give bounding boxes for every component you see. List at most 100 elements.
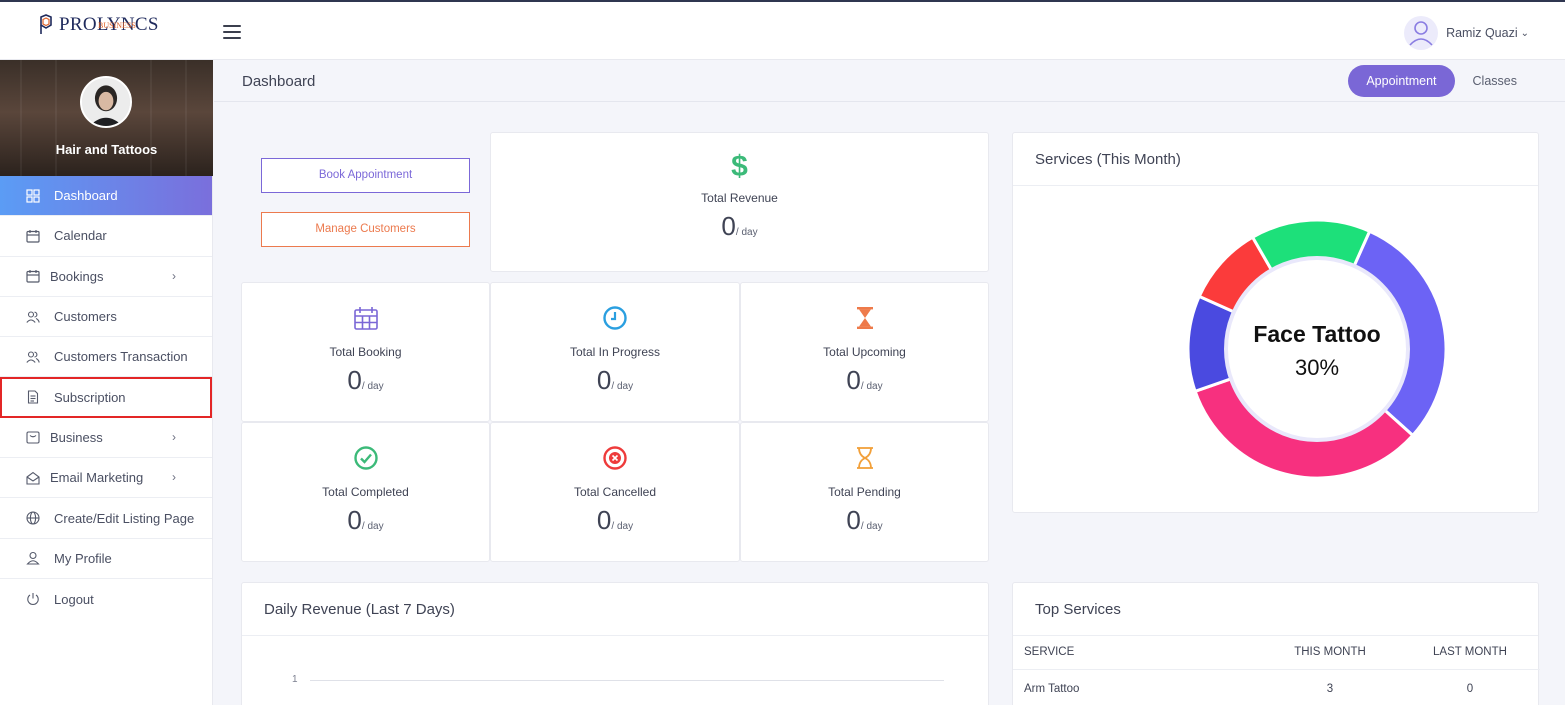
- stat-unit: / day: [361, 381, 384, 392]
- daily-revenue-card: Daily Revenue (Last 7 Days) 1: [241, 582, 989, 705]
- stat-label: Total Upcoming: [823, 345, 906, 359]
- hourglass-icon: [856, 307, 873, 329]
- stat-card-total-revenue: $ Total Revenue 0/ day: [490, 132, 989, 272]
- page-title: Dashboard: [242, 73, 316, 90]
- globe-icon: [26, 511, 40, 525]
- clock-icon: [603, 306, 627, 330]
- briefcase-icon: [26, 431, 40, 444]
- stat-value: 0: [596, 505, 612, 535]
- card-title: Top Services: [1035, 601, 1121, 618]
- prolyncs-logo-icon: [40, 14, 52, 34]
- user-menu[interactable]: Ramiz Quazi ⌄: [1404, 16, 1529, 50]
- envelope-icon: [26, 471, 40, 485]
- stat-unit: / day: [361, 521, 384, 532]
- donut-hole: [1224, 256, 1410, 442]
- card-title: Daily Revenue (Last 7 Days): [264, 601, 455, 618]
- sidebar-item-listing-page[interactable]: Create/Edit Listing Page: [0, 498, 212, 539]
- sidebar-item-label: Customers: [54, 309, 117, 325]
- manage-customers-button[interactable]: Manage Customers: [261, 212, 470, 247]
- service-name: Arm Tattoo: [1024, 683, 1080, 696]
- stat-card-total-booking: Total Booking 0/ day: [241, 282, 490, 422]
- page-header: Dashboard Appointment Classes: [214, 60, 1565, 102]
- column-header: THIS MONTH: [1260, 635, 1400, 670]
- card-title: Services (This Month): [1035, 151, 1181, 168]
- hourglass-icon: [856, 447, 873, 469]
- table-header-row: SERVICE THIS MONTH LAST MONTH: [1013, 635, 1540, 670]
- document-icon: [27, 390, 39, 404]
- sidebar-item-business[interactable]: Business ›: [0, 418, 212, 459]
- table-row[interactable]: Arm Tattoo 3 0: [1013, 669, 1540, 705]
- stat-unit: / day: [860, 521, 883, 532]
- top-bar: PROLYNCS BUSINESS Ramiz Quazi ⌄: [0, 0, 1565, 60]
- chevron-right-icon: ›: [172, 429, 176, 444]
- stat-value: 0: [596, 365, 612, 395]
- sidebar-item-label: Dashboard: [54, 188, 118, 204]
- chevron-right-icon: ›: [172, 268, 176, 283]
- sidebar-item-label: Bookings: [50, 268, 104, 284]
- tab-classes[interactable]: Classes: [1472, 74, 1517, 88]
- stat-unit: / day: [611, 521, 634, 532]
- sidebar-item-logout[interactable]: Logout: [0, 579, 212, 619]
- sidebar-item-subscription[interactable]: Subscription: [0, 377, 212, 418]
- stat-card-total-cancelled: Total Cancelled 0/ day: [490, 422, 740, 562]
- sidebar-item-label: My Profile: [54, 550, 112, 566]
- stat-card-total-in-progress: Total In Progress 0/ day: [490, 282, 740, 422]
- user-name: Ramiz Quazi: [1446, 26, 1518, 40]
- business-avatar[interactable]: [80, 76, 132, 128]
- sidebar-item-calendar[interactable]: Calendar: [0, 216, 212, 257]
- sidebar-item-bookings[interactable]: Bookings ›: [0, 257, 212, 297]
- column-header: SERVICE: [1013, 635, 1260, 670]
- stat-unit: / day: [860, 381, 883, 392]
- sidebar-item-customers-transaction[interactable]: Customers Transaction: [0, 337, 212, 378]
- brand-sub: BUSINESS: [98, 21, 136, 30]
- stat-label: Total Revenue: [701, 191, 778, 205]
- tab-appointment[interactable]: Appointment: [1348, 65, 1455, 97]
- sidebar-item-label: Subscription: [54, 389, 126, 405]
- stat-unit: / day: [735, 227, 758, 238]
- power-icon: [27, 593, 39, 606]
- services-donut-chart[interactable]: Face Tattoo 30%: [1013, 133, 1540, 514]
- sidebar-item-customers[interactable]: Customers: [0, 297, 212, 338]
- brand-name: PROLYNCS: [59, 14, 159, 35]
- donut-center-value: 30%: [1295, 355, 1339, 380]
- calendar-icon: [26, 270, 40, 283]
- sidebar: Hair and Tattoos Dashboard Calendar Book…: [0, 60, 213, 705]
- sidebar-item-my-profile[interactable]: My Profile: [0, 539, 212, 579]
- chevron-right-icon: ›: [172, 470, 176, 485]
- stat-label: Total In Progress: [569, 345, 661, 359]
- top-services-card: Top Services SERVICE THIS MONTH LAST MON…: [1012, 582, 1540, 705]
- stat-value: 0: [846, 365, 861, 395]
- view-toggle: Appointment Classes: [1348, 65, 1535, 97]
- stat-card-total-upcoming: Total Upcoming 0/ day: [740, 282, 989, 422]
- sidebar-nav: Dashboard Calendar Bookings › Customers …: [0, 176, 212, 619]
- stat-label: Total Cancelled: [573, 485, 657, 499]
- hamburger-icon: [223, 25, 241, 27]
- sidebar-item-label: Email Marketing: [50, 470, 144, 486]
- calendar-icon: [353, 307, 378, 330]
- sidebar-item-label: Calendar: [54, 228, 107, 244]
- stat-label: Total Completed: [322, 485, 409, 499]
- book-appointment-button[interactable]: Book Appointment: [261, 158, 470, 193]
- services-chart-card: Services (This Month) Face Tattoo 30%: [1012, 132, 1539, 513]
- sidebar-item-dashboard[interactable]: Dashboard: [0, 176, 212, 217]
- stat-label: Total Booking: [329, 345, 402, 359]
- sidebar-item-email-marketing[interactable]: Email Marketing ›: [0, 458, 212, 499]
- stat-value: 0: [347, 505, 362, 535]
- stat-label: Total Pending: [828, 485, 901, 499]
- menu-toggle-button[interactable]: [223, 25, 241, 39]
- user-avatar-icon: [1404, 16, 1439, 50]
- stat-value: 0: [347, 365, 362, 395]
- y-axis-tick-label: 1: [292, 674, 298, 685]
- check-circle-icon: [353, 446, 378, 470]
- chevron-down-icon: ⌄: [1520, 27, 1529, 39]
- dollar-icon: $: [731, 150, 748, 183]
- stat-card-total-completed: Total Completed 0/ day: [241, 422, 490, 562]
- calendar-icon: [26, 229, 40, 243]
- donut-center-label: Face Tattoo: [1253, 321, 1380, 347]
- users-icon: [26, 351, 40, 363]
- person-icon: [82, 78, 130, 126]
- brand-logo[interactable]: PROLYNCS: [38, 14, 159, 36]
- top-services-table: SERVICE THIS MONTH LAST MONTH Arm Tattoo…: [1013, 635, 1540, 705]
- stat-value: 0: [721, 211, 736, 241]
- user-icon: [26, 552, 40, 565]
